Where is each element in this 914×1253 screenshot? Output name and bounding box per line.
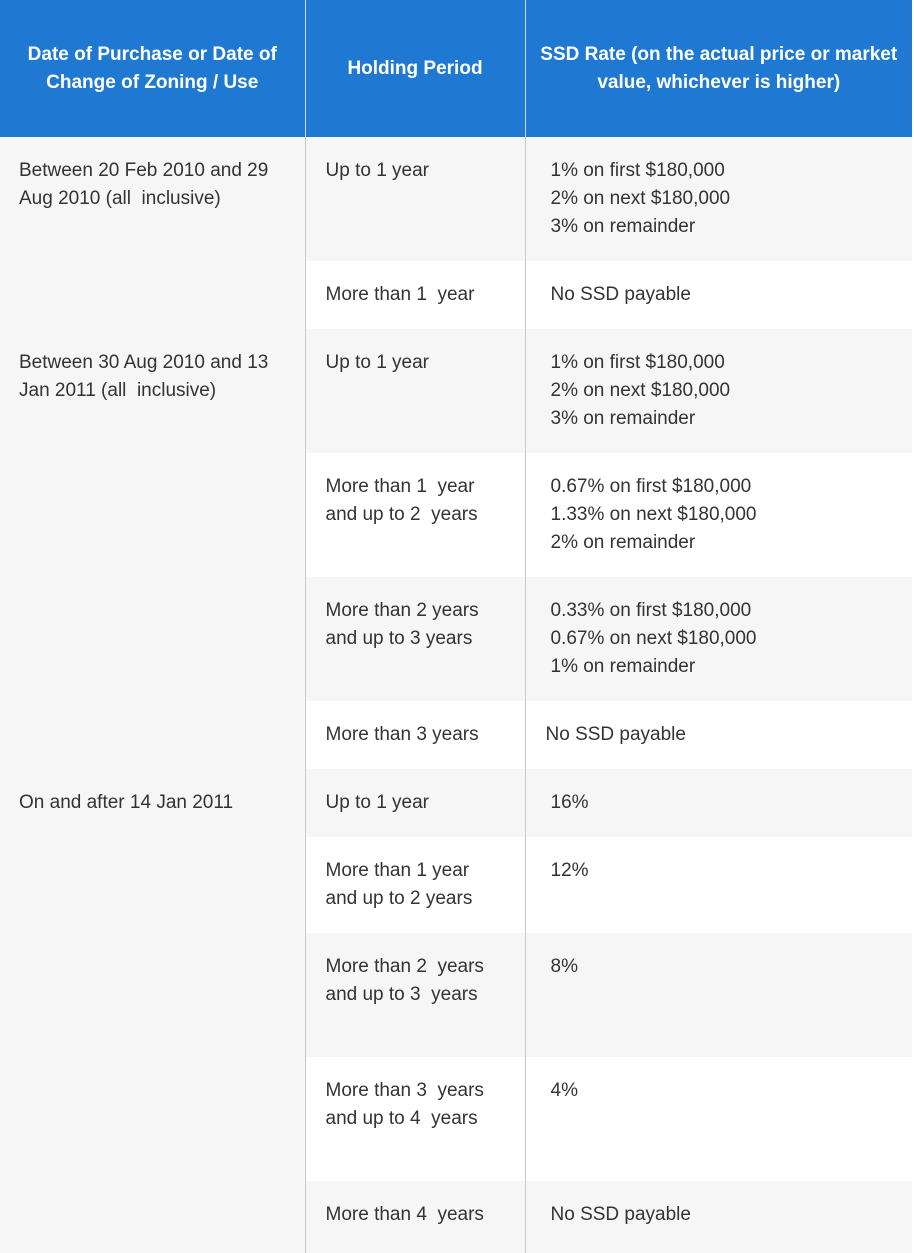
period-text: More than 1 year <box>325 284 475 305</box>
holding-period-cell: More than 1 year <box>305 261 526 329</box>
ssd-rate-cell: 4% <box>525 1057 912 1181</box>
holding-period-cell: Up to 1 year <box>305 137 526 261</box>
rate-text: 3% on remainder <box>550 216 696 237</box>
rate-text: 1% on first $180,000 <box>550 160 725 181</box>
ssd-rate-cell: No SSD payable <box>525 1181 912 1253</box>
period-text: More than 2 years <box>325 956 484 977</box>
period-text: and up to 3 years <box>325 984 478 1005</box>
period-text: More than 3 years <box>325 724 479 745</box>
period-text: More than 3 years <box>325 1080 484 1101</box>
table-row: More than 3 years and up to 4 years 4% <box>0 1057 912 1181</box>
ssd-rate-cell: 0.33% on first $180,000 0.67% on next $1… <box>525 577 912 701</box>
holding-period-cell: More than 1 year and up to 2 years <box>305 837 526 933</box>
period-text: More than 2 years <box>325 600 479 621</box>
ssd-rate-cell: 8% <box>525 933 912 1057</box>
date-text: On and after 14 Jan 2011 <box>19 792 234 813</box>
header-row: Date of Purchase or Date of Change of Zo… <box>0 0 912 137</box>
rate-text: 2% on next $180,000 <box>550 380 731 401</box>
rate-text: No SSD payable <box>550 284 691 305</box>
table-row: More than 1 year and up to 2 years 12% <box>0 837 912 933</box>
ssd-rate-cell: 1% on first $180,000 2% on next $180,000… <box>525 329 912 453</box>
table-body: Between 20 Feb 2010 and 29 Aug 2010 (all… <box>0 137 912 1253</box>
period-text: and up to 2 years <box>325 888 473 909</box>
date-cell: On and after 14 Jan 2011 <box>0 769 306 1253</box>
rate-text: 0.33% on first $180,000 <box>550 600 752 621</box>
table-row: Between 30 Aug 2010 and 13 Jan 2011 (all… <box>0 329 912 769</box>
rate-text: 0.67% on first $180,000 <box>550 476 752 497</box>
rate-text: 16% <box>550 792 589 813</box>
table-row: More than 2 years and up to 3 years 8% <box>0 933 912 1057</box>
period-text: and up to 2 years <box>325 504 478 525</box>
header-date: Date of Purchase or Date of Change of Zo… <box>0 0 306 137</box>
holding-period-cell: More than 3 years and up to 4 years <box>305 1057 526 1181</box>
holding-period-cell: More than 1 year and up to 2 years <box>305 453 526 577</box>
period-text: More than 1 year <box>325 476 475 497</box>
holding-period-cell: More than 2 years and up to 3 years <box>305 577 526 701</box>
rate-text: 2% on remainder <box>550 532 696 553</box>
holding-period-cell: Up to 1 year <box>305 769 526 837</box>
date-text: Aug 2010 (all inclusive) <box>19 188 221 209</box>
holding-period-cell: More than 4 years <box>305 1181 526 1253</box>
table-row: More than 4 years No SSD payable <box>0 1181 912 1253</box>
table-header: Date of Purchase or Date of Change of Zo… <box>0 0 912 137</box>
rate-text: No SSD payable <box>550 1204 691 1225</box>
rate-text: 12% <box>550 860 589 881</box>
period-text: and up to 3 years <box>325 628 473 649</box>
holding-period-cell: More than 2 years and up to 3 years <box>305 933 526 1057</box>
period-text: More than 4 years <box>325 1204 484 1225</box>
rate-text: 0.67% on next $180,000 <box>550 628 757 649</box>
holding-period-cell: Up to 1 year <box>305 329 526 453</box>
ssd-rate-cell: 0.67% on first $180,000 1.33% on next $1… <box>525 453 912 577</box>
table-row: More than 3 years No SSD payable <box>0 701 912 769</box>
ssd-rate-cell: No SSD payable <box>525 261 912 329</box>
period-text: Up to 1 year <box>325 792 430 813</box>
table-row: More than 1 year No SSD payable <box>0 261 912 329</box>
date-text: Between 20 Feb 2010 and 29 <box>19 160 269 181</box>
rate-text: 3% on remainder <box>550 408 696 429</box>
table-row: More than 2 years and up to 3 years 0.33… <box>0 577 912 701</box>
holding-period-cell: More than 3 years <box>305 701 526 769</box>
period-text: More than 1 year <box>325 860 470 881</box>
date-cell: Between 20 Feb 2010 and 29 Aug 2010 (all… <box>0 137 306 329</box>
rate-text: 1% on remainder <box>550 656 696 677</box>
table-row: More than 1 year and up to 2 years 0.67%… <box>0 453 912 577</box>
table-row: On and after 14 Jan 2011 Up to 1 year 16… <box>0 769 912 1253</box>
date-cell: Between 30 Aug 2010 and 13 Jan 2011 (all… <box>0 329 306 769</box>
table-row: Between 20 Feb 2010 and 29 Aug 2010 (all… <box>0 137 912 329</box>
header-holding-period: Holding Period <box>304 0 526 137</box>
date-text: Between 30 Aug 2010 and 13 <box>19 352 269 373</box>
ssd-rate-cell: No SSD payable <box>525 701 912 769</box>
ssd-rate-cell: 1% on first $180,000 2% on next $180,000… <box>525 137 912 261</box>
rate-text: 1% on first $180,000 <box>550 352 725 373</box>
rate-text: No SSD payable <box>545 724 686 745</box>
date-text: Jan 2011 (all inclusive) <box>19 380 217 401</box>
rate-text: 2% on next $180,000 <box>550 188 731 209</box>
ssd-rate-cell: 12% <box>525 837 912 933</box>
header-ssd-rate: SSD Rate (on the actual price or market … <box>524 0 912 137</box>
rate-text: 8% <box>550 956 578 977</box>
ssd-rate-cell: 16% <box>525 769 912 837</box>
rate-text: 4% <box>550 1080 578 1101</box>
period-text: Up to 1 year <box>325 352 430 373</box>
period-text: Up to 1 year <box>325 160 430 181</box>
period-text: and up to 4 years <box>325 1108 478 1129</box>
rate-text: 1.33% on next $180,000 <box>550 504 757 525</box>
